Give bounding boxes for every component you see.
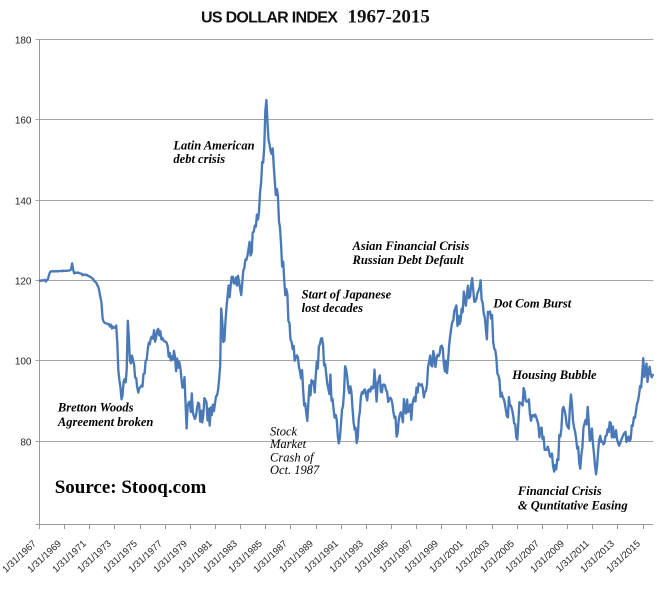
svg-text:debt crisis: debt crisis	[173, 152, 225, 166]
svg-text:Stock: Stock	[270, 424, 298, 438]
svg-text:80: 80	[20, 437, 32, 448]
svg-text:120: 120	[15, 276, 32, 287]
svg-text:Dot Com Burst: Dot Com Burst	[492, 296, 571, 310]
svg-text:140: 140	[15, 196, 32, 207]
svg-text:Asian Financial Crisis: Asian Financial Crisis	[352, 239, 470, 253]
svg-text:US DOLLAR INDEX: US DOLLAR INDEX	[201, 10, 338, 27]
svg-text:Market: Market	[269, 437, 307, 451]
svg-text:Oct. 1987: Oct. 1987	[270, 463, 320, 477]
svg-text:1967-2015: 1967-2015	[348, 7, 430, 28]
svg-text:Housing Bubble: Housing Bubble	[511, 368, 597, 382]
svg-text:Source: Stooq.com: Source: Stooq.com	[55, 477, 207, 498]
svg-text:& Quntitative Easing: & Quntitative Easing	[518, 499, 628, 513]
svg-text:Crash of: Crash of	[270, 451, 315, 465]
svg-text:Latin American: Latin American	[172, 139, 254, 153]
svg-text:Financial Crisis: Financial Crisis	[517, 484, 602, 498]
svg-text:Russian Debt Default: Russian Debt Default	[352, 253, 465, 267]
svg-text:160: 160	[15, 115, 32, 126]
svg-text:lost decades: lost decades	[302, 301, 364, 315]
svg-text:Agreement broken: Agreement broken	[57, 415, 154, 429]
svg-text:Start of Japanese: Start of Japanese	[302, 288, 392, 302]
svg-text:Bretton Woods: Bretton Woods	[57, 401, 134, 415]
svg-text:180: 180	[15, 35, 32, 46]
svg-text:100: 100	[15, 356, 32, 367]
